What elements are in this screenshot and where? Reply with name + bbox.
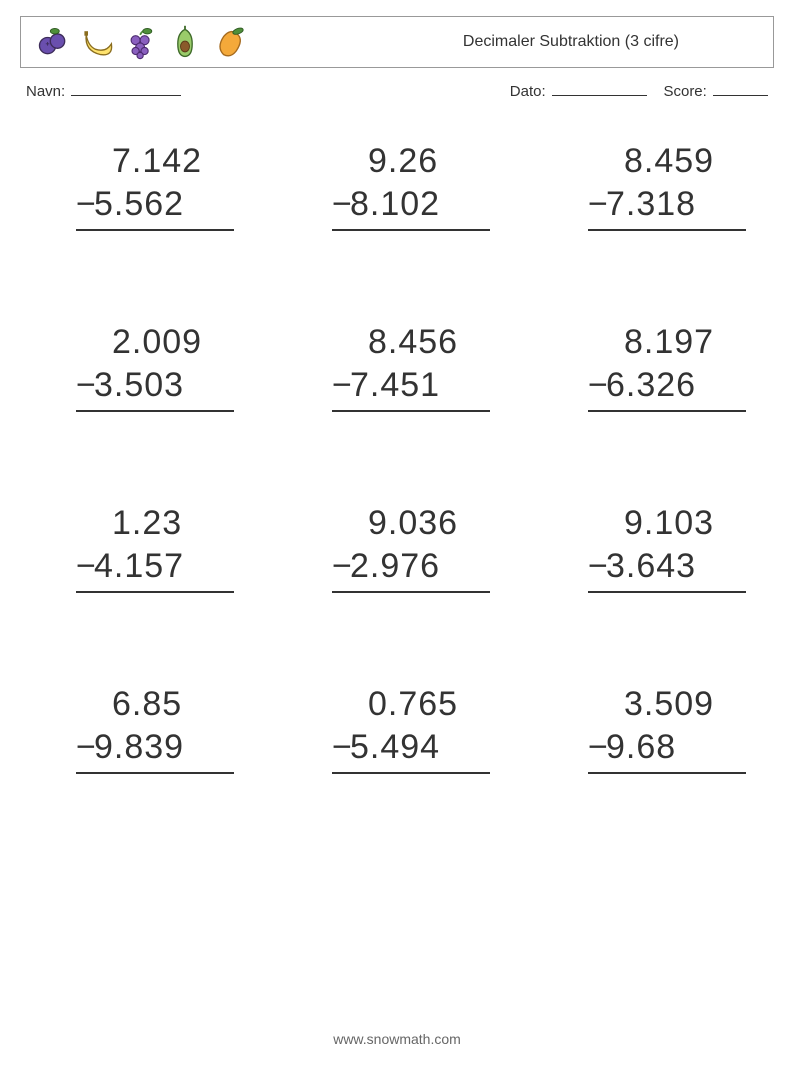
- date-label: Dato:: [510, 83, 546, 100]
- minus-sign: −: [76, 364, 94, 407]
- fruit-row: [35, 24, 247, 60]
- problem-top: 8.456: [350, 321, 490, 364]
- problem-12: 3.509−9.68: [560, 683, 746, 774]
- problem-10: 6.85−9.839: [48, 683, 234, 774]
- problem-bottom: 7.318: [606, 183, 746, 226]
- problem-3: 8.459−7.318: [560, 140, 746, 231]
- banana-icon: [79, 24, 115, 60]
- minus-sign: −: [588, 183, 606, 226]
- problem-bottom: 3.503: [94, 364, 234, 407]
- meta-row: Navn: Dato: Score:: [20, 82, 774, 100]
- problem-bottom: 9.839: [94, 726, 234, 769]
- problems-grid: 7.142−5.5629.26−8.1028.459−7.3182.009−3.…: [48, 140, 746, 774]
- problem-bottom: 8.102: [350, 183, 490, 226]
- problem-rule: [76, 772, 234, 774]
- problem-bottom-row: −7.451: [332, 364, 490, 407]
- problem-bottom-row: −4.157: [76, 545, 234, 588]
- minus-sign: −: [588, 726, 606, 769]
- problem-bottom: 6.326: [606, 364, 746, 407]
- problem-bottom: 4.157: [94, 545, 234, 588]
- problem-top: 2.009: [94, 321, 234, 364]
- problem-top: 7.142: [94, 140, 234, 183]
- grapes-icon: [123, 24, 159, 60]
- problem-rule: [588, 591, 746, 593]
- avocado-icon: [167, 24, 203, 60]
- problem-11: 0.765−5.494: [304, 683, 490, 774]
- problem-bottom: 3.643: [606, 545, 746, 588]
- problem-5: 8.456−7.451: [304, 321, 490, 412]
- minus-sign: −: [332, 726, 350, 769]
- date-score-group: Dato: Score:: [510, 82, 774, 100]
- problem-bottom-row: −7.318: [588, 183, 746, 226]
- problem-rule: [76, 229, 234, 231]
- problem-bottom-row: −5.494: [332, 726, 490, 769]
- problem-bottom-row: −5.562: [76, 183, 234, 226]
- score-label: Score:: [663, 83, 706, 100]
- problem-top: 1.23: [94, 502, 234, 545]
- problem-6: 8.197−6.326: [560, 321, 746, 412]
- problem-bottom: 5.562: [94, 183, 234, 226]
- problem-rule: [332, 772, 490, 774]
- problem-bottom-row: −6.326: [588, 364, 746, 407]
- problem-top: 8.459: [606, 140, 746, 183]
- problem-top: 9.103: [606, 502, 746, 545]
- minus-sign: −: [76, 726, 94, 769]
- minus-sign: −: [332, 364, 350, 407]
- problem-8: 9.036−2.976: [304, 502, 490, 593]
- name-field: Navn:: [20, 82, 181, 100]
- problem-bottom: 2.976: [350, 545, 490, 588]
- blueberry-icon: [35, 24, 71, 60]
- problem-top: 3.509: [606, 683, 746, 726]
- problem-bottom-row: −9.68: [588, 726, 746, 769]
- problem-rule: [332, 410, 490, 412]
- problem-bottom: 5.494: [350, 726, 490, 769]
- name-label: Navn:: [26, 83, 65, 100]
- problem-top: 9.036: [350, 502, 490, 545]
- problem-bottom: 7.451: [350, 364, 490, 407]
- problem-bottom-row: −9.839: [76, 726, 234, 769]
- problem-9: 9.103−3.643: [560, 502, 746, 593]
- problem-bottom-row: −3.503: [76, 364, 234, 407]
- problem-rule: [588, 772, 746, 774]
- problem-bottom: 9.68: [606, 726, 746, 769]
- minus-sign: −: [76, 183, 94, 226]
- problem-bottom-row: −8.102: [332, 183, 490, 226]
- problem-4: 2.009−3.503: [48, 321, 234, 412]
- worksheet-title: Decimaler Subtraktion (3 cifre): [463, 33, 759, 51]
- problem-7: 1.23−4.157: [48, 502, 234, 593]
- problem-rule: [332, 229, 490, 231]
- problem-1: 7.142−5.562: [48, 140, 234, 231]
- minus-sign: −: [332, 545, 350, 588]
- problem-rule: [588, 410, 746, 412]
- problem-top: 0.765: [350, 683, 490, 726]
- footer-url: www.snowmath.com: [0, 1031, 794, 1047]
- problem-rule: [76, 591, 234, 593]
- name-blank[interactable]: [71, 82, 181, 96]
- problem-top: 9.26: [350, 140, 490, 183]
- problem-rule: [76, 410, 234, 412]
- minus-sign: −: [76, 545, 94, 588]
- problem-bottom-row: −2.976: [332, 545, 490, 588]
- problem-2: 9.26−8.102: [304, 140, 490, 231]
- date-blank[interactable]: [552, 82, 647, 96]
- problem-top: 6.85: [94, 683, 234, 726]
- problem-rule: [588, 229, 746, 231]
- minus-sign: −: [332, 183, 350, 226]
- header-box: Decimaler Subtraktion (3 cifre): [20, 16, 774, 68]
- problem-bottom-row: −3.643: [588, 545, 746, 588]
- problem-top: 8.197: [606, 321, 746, 364]
- score-blank[interactable]: [713, 82, 768, 96]
- minus-sign: −: [588, 364, 606, 407]
- minus-sign: −: [588, 545, 606, 588]
- problem-rule: [332, 591, 490, 593]
- mango-icon: [211, 24, 247, 60]
